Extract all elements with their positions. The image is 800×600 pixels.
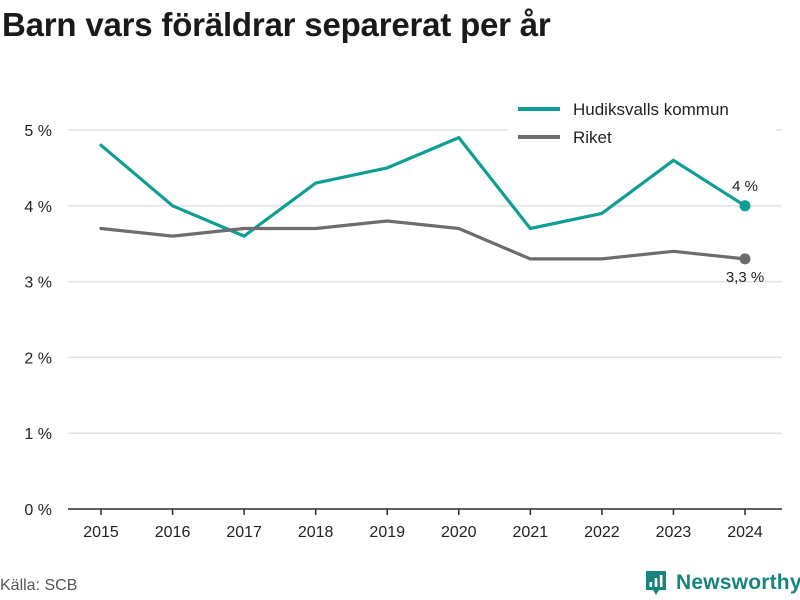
brand-name: Newsworthy (676, 571, 800, 594)
axes: 0 % 1 % 2 % 3 % 4 % 5 % 2015 2016 2017 2018 2019 20… (24, 123, 782, 541)
x-tick-label: 2018 (298, 524, 334, 541)
y-tick-label: 2 % (24, 350, 52, 367)
x-tick-label: 2020 (441, 524, 477, 541)
legend-label: Riket (573, 128, 612, 147)
legend-background (508, 94, 776, 156)
legend-label: Hudiksvalls kommun (573, 100, 729, 119)
series-layer (99, 136, 751, 265)
y-tick-label: 0 % (24, 502, 52, 519)
series-line (99, 219, 747, 261)
newsworthy-logo-icon (646, 571, 666, 595)
end-value-label: 3,3 % (726, 269, 764, 286)
end-labels: 4 % 3,3 % (726, 178, 764, 286)
chart-title: Barn vars föräldrar separerat per år (2, 6, 551, 43)
x-tick-label: 2023 (656, 524, 692, 541)
x-tick-label: 2021 (513, 524, 549, 541)
series-end-point (739, 253, 751, 265)
series-line (99, 136, 747, 238)
grid-lines (68, 129, 782, 434)
x-tick-label: 2022 (584, 524, 620, 541)
y-tick-label: 5 % (24, 123, 52, 140)
series-end-point (739, 200, 751, 212)
x-tick-label: 2015 (83, 524, 119, 541)
x-tick-label: 2019 (369, 524, 405, 541)
y-tick-label: 4 % (24, 199, 52, 216)
end-value-label: 4 % (732, 178, 758, 195)
x-tick-label: 2017 (226, 524, 262, 541)
brand: Newsworthy (645, 568, 800, 598)
x-tick-label: 2024 (727, 524, 763, 541)
y-tick-label: 3 % (24, 275, 52, 292)
source-note: Källa: SCB (0, 577, 78, 594)
x-tick-label: 2016 (155, 524, 191, 541)
legend: Hudiksvalls kommun Riket (508, 94, 776, 156)
y-tick-label: 1 % (24, 426, 52, 443)
